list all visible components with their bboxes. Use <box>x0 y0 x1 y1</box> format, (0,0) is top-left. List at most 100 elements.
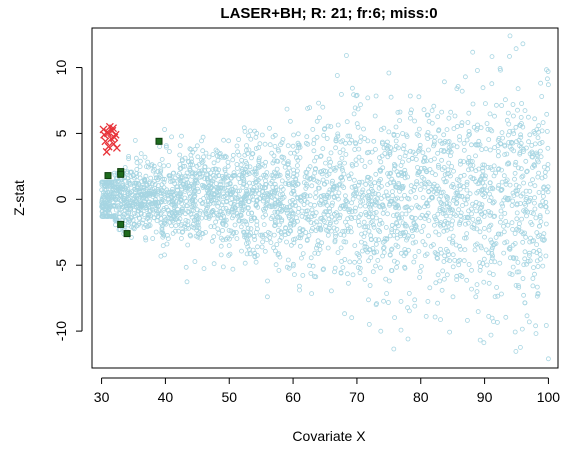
background-point <box>410 149 416 155</box>
background-point <box>525 258 531 264</box>
background-point <box>457 161 463 167</box>
background-point <box>533 215 539 221</box>
background-point <box>194 225 200 230</box>
background-point <box>544 209 550 215</box>
background-point <box>112 196 118 202</box>
background-point <box>349 315 355 321</box>
background-point <box>513 124 519 130</box>
background-point <box>179 133 184 139</box>
background-point <box>213 181 219 187</box>
background-point <box>297 287 302 293</box>
background-point <box>387 201 393 207</box>
background-point <box>161 207 166 213</box>
background-point <box>480 85 486 91</box>
background-point <box>497 219 503 225</box>
background-point <box>294 155 299 161</box>
background-point <box>189 204 195 210</box>
background-point <box>271 153 277 159</box>
background-point <box>521 208 526 214</box>
background-point <box>543 199 549 205</box>
background-point <box>376 237 382 243</box>
background-point <box>251 215 257 221</box>
background-point <box>192 259 198 264</box>
background-point <box>245 205 251 211</box>
background-point <box>164 232 170 238</box>
background-point <box>359 179 365 185</box>
background-point <box>237 172 243 178</box>
background-point <box>206 154 212 160</box>
background-point <box>433 280 439 286</box>
background-point <box>417 268 423 274</box>
background-point <box>368 220 374 226</box>
background-point <box>470 176 476 182</box>
background-point <box>175 184 181 190</box>
background-point <box>216 196 222 201</box>
background-point <box>459 120 465 126</box>
background-point <box>407 93 413 99</box>
background-point <box>369 149 375 155</box>
background-point <box>495 293 501 299</box>
background-point <box>326 156 332 162</box>
background-point <box>263 174 269 180</box>
background-point <box>328 150 334 156</box>
background-point <box>500 203 506 209</box>
background-point <box>373 93 379 99</box>
background-point <box>173 209 179 215</box>
background-point <box>356 254 362 260</box>
background-point <box>366 258 372 264</box>
background-point <box>535 264 541 269</box>
background-point <box>442 253 448 259</box>
background-point <box>495 231 501 237</box>
background-point <box>368 255 374 261</box>
background-point <box>146 223 152 229</box>
background-point <box>254 252 260 258</box>
background-point <box>395 110 401 115</box>
background-point <box>493 102 499 108</box>
background-point <box>425 298 431 304</box>
background-point <box>292 220 298 226</box>
background-point <box>443 193 449 199</box>
background-point <box>201 167 207 173</box>
y-tick-label: 5 <box>53 129 69 137</box>
x-tick-label: 90 <box>477 389 493 405</box>
background-point <box>456 207 462 213</box>
background-point <box>441 140 447 146</box>
background-point <box>323 160 328 166</box>
background-point <box>372 191 378 197</box>
background-point <box>526 139 531 145</box>
background-point <box>389 189 395 195</box>
background-point <box>388 94 394 100</box>
background-point <box>184 279 190 285</box>
background-point <box>134 171 140 177</box>
background-point <box>205 202 211 208</box>
background-point <box>491 242 496 248</box>
background-point <box>166 149 172 154</box>
background-point <box>506 161 512 167</box>
false-rejection-points-layer <box>99 122 121 156</box>
y-axis-label: Z-stat <box>11 180 27 216</box>
background-point <box>200 158 206 164</box>
background-point <box>405 174 411 180</box>
background-point <box>381 206 387 212</box>
background-point <box>516 184 522 190</box>
background-point <box>185 158 191 164</box>
background-point <box>299 198 304 204</box>
background-point <box>504 177 510 183</box>
background-point <box>306 233 312 238</box>
background-point <box>164 241 170 247</box>
background-point <box>213 200 219 206</box>
background-point <box>512 162 518 168</box>
background-point <box>457 220 463 226</box>
background-point <box>532 271 537 277</box>
background-point <box>147 185 153 190</box>
background-point <box>498 67 503 73</box>
background-point <box>209 238 215 244</box>
background-point <box>285 170 291 176</box>
background-point <box>470 216 476 222</box>
background-point <box>451 126 457 132</box>
background-point <box>479 204 485 210</box>
background-point <box>341 203 346 208</box>
background-point <box>391 232 397 238</box>
background-point <box>490 253 496 259</box>
background-point <box>444 272 450 278</box>
